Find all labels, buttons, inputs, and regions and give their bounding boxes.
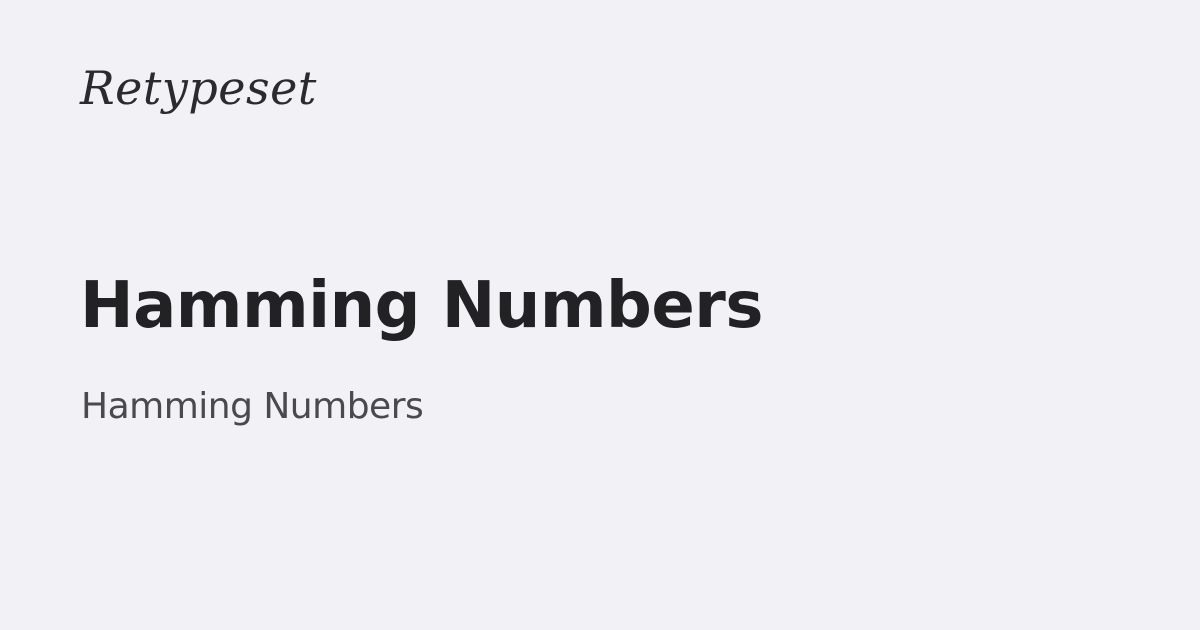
brand-logo: Retypeset: [80, 61, 317, 115]
page-subtitle: Hamming Numbers: [81, 386, 424, 427]
page-title: Hamming Numbers: [80, 269, 763, 343]
